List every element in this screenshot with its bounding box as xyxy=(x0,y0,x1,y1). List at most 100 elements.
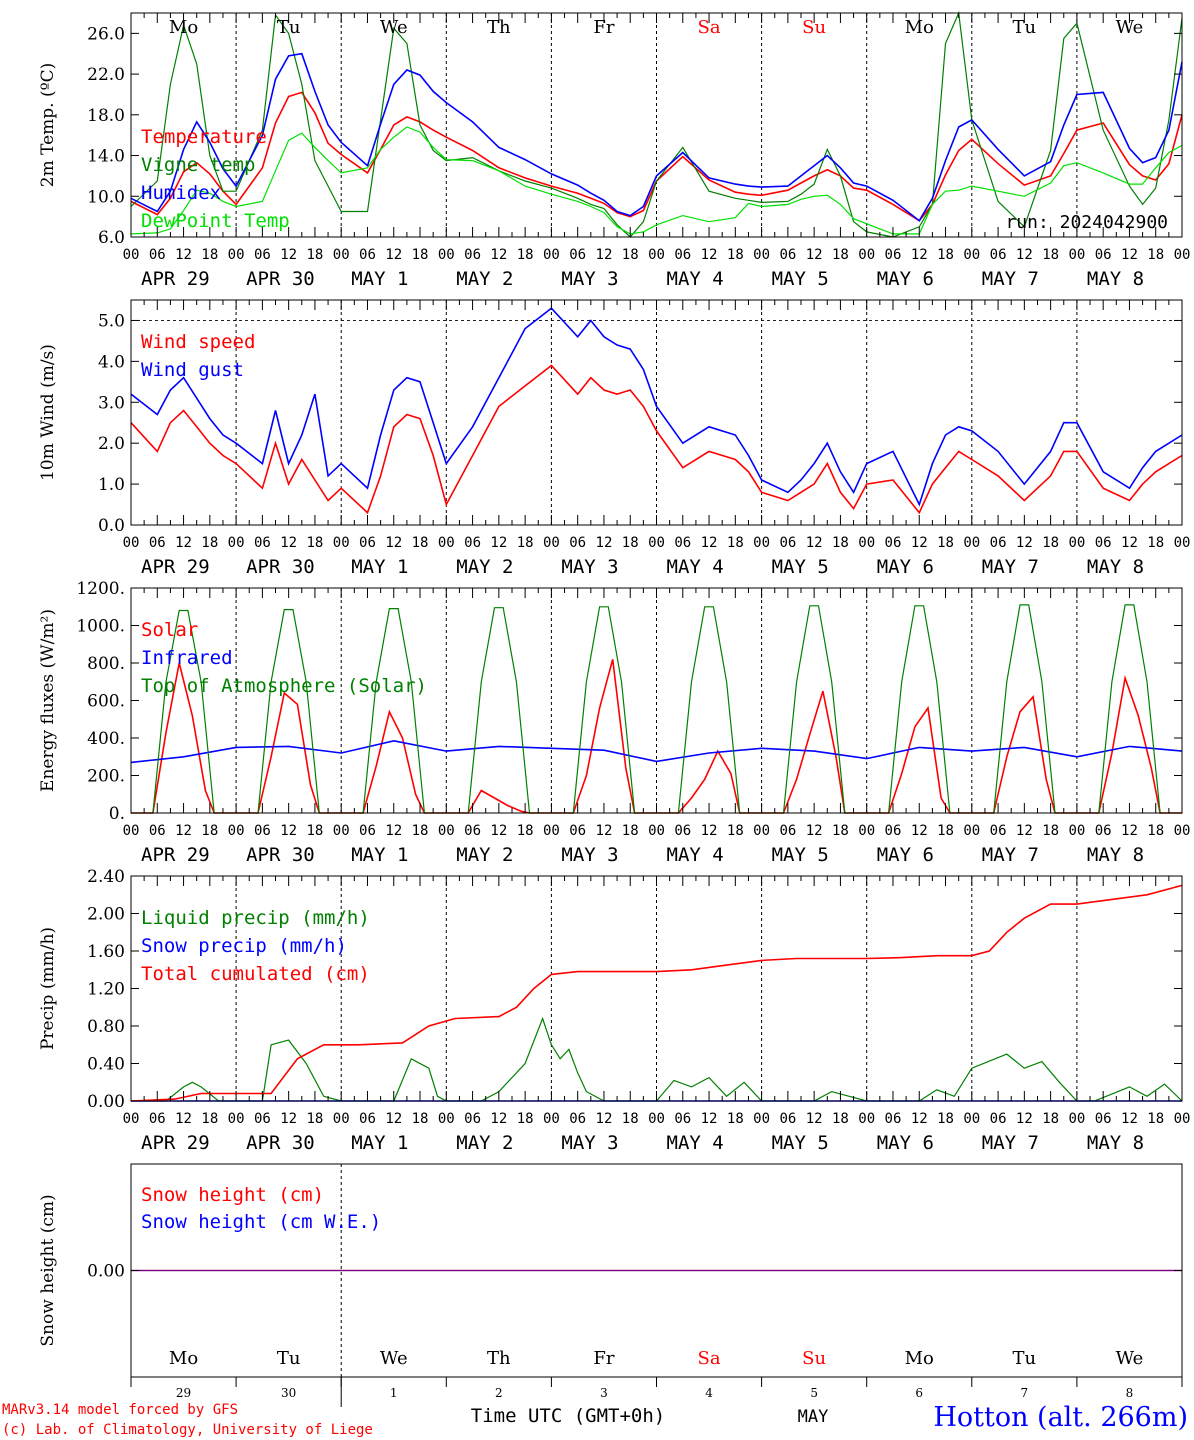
hour-label: 06 xyxy=(359,247,376,263)
hour-label: 00 xyxy=(963,535,980,551)
date-label: MAY 2 xyxy=(456,268,513,290)
weekday-label: Fr xyxy=(593,17,614,38)
series-line xyxy=(130,10,1183,238)
chart-footer: MARv3.14 model forced by GFS (c) Lab. of… xyxy=(2,1402,1188,1438)
hour-label: 06 xyxy=(885,247,902,263)
weekday-label: Tu xyxy=(1013,1348,1037,1369)
y-tick-label: 0.0 xyxy=(98,516,125,536)
date-label: MAY 5 xyxy=(772,1132,829,1154)
hour-label: 00 xyxy=(963,247,980,263)
hour-label: 12 xyxy=(806,1111,823,1127)
hour-label: 00 xyxy=(753,823,770,839)
legend-entry: Temperature xyxy=(141,126,267,148)
hour-label: 12 xyxy=(490,823,507,839)
hour-label: 18 xyxy=(832,1111,849,1127)
hour-label: 06 xyxy=(464,1111,481,1127)
hour-label: 18 xyxy=(1042,247,1059,263)
hour-label: 00 xyxy=(543,823,560,839)
date-label: MAY 7 xyxy=(982,844,1039,866)
hour-label: 12 xyxy=(175,535,192,551)
hour-label: 06 xyxy=(569,1111,586,1127)
date-label: MAY 8 xyxy=(1087,1132,1144,1154)
hour-label: 06 xyxy=(885,1111,902,1127)
weekday-label: Sa xyxy=(698,17,721,38)
date-label: MAY 6 xyxy=(877,844,934,866)
weekday-label: Mo xyxy=(169,1348,198,1369)
legend-entry: Snow precip (mm/h) xyxy=(141,935,347,957)
hour-label: 12 xyxy=(701,1111,718,1127)
hour-label: 06 xyxy=(254,1111,271,1127)
chart-panels: 6.010.014.018.022.026.02m Temp. (ºC) Temp… xyxy=(38,10,1190,1407)
hour-label: 18 xyxy=(937,823,954,839)
hour-label: 18 xyxy=(937,535,954,551)
hour-label: 00 xyxy=(648,535,665,551)
series-line xyxy=(130,126,1183,235)
hour-label: 00 xyxy=(123,1111,140,1127)
legend-entry: Total cumulated (cm) xyxy=(141,963,370,985)
date-label: MAY 2 xyxy=(456,1132,513,1154)
date-label: MAY 4 xyxy=(667,844,724,866)
y-tick-label: 600. xyxy=(87,692,125,712)
y-tick-label: 400. xyxy=(87,729,125,749)
station-title: Hotton (alt. 266m) xyxy=(933,1402,1188,1433)
hour-label: 00 xyxy=(753,1111,770,1127)
legend-entry: DewPoint Temp xyxy=(141,210,290,232)
hour-label: 06 xyxy=(779,1111,796,1127)
hour-label: 00 xyxy=(228,823,245,839)
date-label: MAY 7 xyxy=(982,1132,1039,1154)
hour-label: 06 xyxy=(254,823,271,839)
y-axis-label: Energy fluxes (W/m²) xyxy=(38,609,58,792)
hour-label: 00 xyxy=(228,535,245,551)
hour-label: 18 xyxy=(306,1111,323,1127)
hour-label: 12 xyxy=(490,247,507,263)
hour-label: 06 xyxy=(1095,247,1112,263)
hour-label: 06 xyxy=(990,247,1007,263)
hour-label: 06 xyxy=(990,535,1007,551)
hour-label: 06 xyxy=(254,247,271,263)
y-tick-label: 1.20 xyxy=(87,980,125,1000)
hour-label: 18 xyxy=(1042,823,1059,839)
legend-entry: Solar xyxy=(141,619,198,641)
y-tick-label: 0.80 xyxy=(87,1017,125,1037)
hour-label: 06 xyxy=(149,823,166,839)
y-tick-label: 2.00 xyxy=(87,905,125,925)
hour-label: 06 xyxy=(885,823,902,839)
weekday-label: Fr xyxy=(593,1348,614,1369)
hour-label: 18 xyxy=(832,823,849,839)
hour-label: 18 xyxy=(201,535,218,551)
date-label: MAY 8 xyxy=(1087,268,1144,290)
legend-entry: Liquid precip (mm/h) xyxy=(141,907,370,929)
hour-label: 00 xyxy=(333,247,350,263)
hour-label: 18 xyxy=(622,823,639,839)
hour-label: 18 xyxy=(727,823,744,839)
y-axis-label: 10m Wind (m/s) xyxy=(38,344,58,481)
y-tick-label: 1.0 xyxy=(98,475,125,495)
hour-label: 06 xyxy=(464,823,481,839)
series-line xyxy=(131,1016,1183,1102)
weekday-label: Su xyxy=(802,1348,826,1369)
day-number: 8 xyxy=(1126,1386,1134,1400)
hour-label: 18 xyxy=(517,823,534,839)
weekday-label: Sa xyxy=(698,1348,721,1369)
hour-label: 00 xyxy=(333,535,350,551)
day-number: 1 xyxy=(390,1386,398,1400)
hour-label: 18 xyxy=(412,1111,429,1127)
hour-label: 18 xyxy=(517,247,534,263)
date-label: MAY 2 xyxy=(456,556,513,578)
date-label: APR 29 xyxy=(141,1132,210,1154)
date-label: MAY 1 xyxy=(351,1132,408,1154)
legend-entry: Vigne temp xyxy=(141,154,255,176)
date-label: MAY 6 xyxy=(877,556,934,578)
day-number: 2 xyxy=(495,1386,503,1400)
legend-entry: Humidex xyxy=(141,182,221,204)
hour-label: 18 xyxy=(1147,535,1164,551)
hour-label: 12 xyxy=(1016,535,1033,551)
hour-label: 00 xyxy=(228,1111,245,1127)
hour-label: 12 xyxy=(280,247,297,263)
y-tick-label: 10.0 xyxy=(87,187,125,207)
hour-label: 00 xyxy=(858,823,875,839)
hour-label: 12 xyxy=(596,1111,613,1127)
hour-label: 06 xyxy=(779,535,796,551)
hour-label: 00 xyxy=(543,1111,560,1127)
hour-label: 00 xyxy=(123,823,140,839)
